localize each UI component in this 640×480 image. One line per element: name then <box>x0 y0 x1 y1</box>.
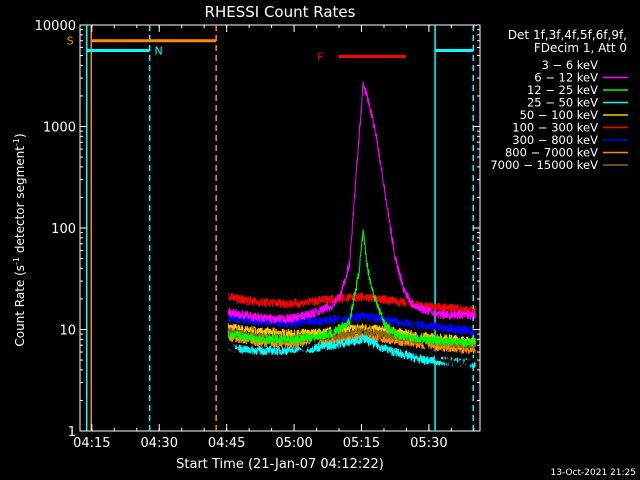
plot-border <box>79 24 481 432</box>
y-tick-label: 10 <box>59 324 76 339</box>
y-axis-label-sup2: -1 <box>12 138 21 146</box>
x-tick-label: 05:15 <box>343 436 380 451</box>
plot-area <box>79 24 481 432</box>
footer-date: 13-Oct-2021 21:25 <box>551 468 636 478</box>
legend-label: 50 − 100 keV <box>520 108 599 122</box>
series-layer <box>227 81 476 369</box>
series-line <box>227 133 476 369</box>
y-axis-label-end: ) <box>13 133 27 138</box>
x-axis-label: Start Time (21-Jan-07 04:12:22) <box>176 457 384 472</box>
x-tick-label: 05:30 <box>410 436 447 451</box>
legend: Det 1f,3f,4f,5f,6f,9f, FDecim 1, Att 0 3… <box>490 28 628 172</box>
y-axis-label-main: Count Rate (s <box>13 265 27 347</box>
legend-header-line2: FDecim 1, Att 0 <box>534 41 627 55</box>
legend-header-line1: Det 1f,3f,4f,5f,6f,9f, <box>508 28 627 42</box>
y-tick-label: 1000 <box>43 121 76 136</box>
x-tick-label: 04:30 <box>141 436 178 451</box>
flag-label: S <box>67 35 74 48</box>
series-line <box>227 323 476 347</box>
legend-label: 7000 − 15000 keV <box>490 158 598 172</box>
chart-title: RHESSI Count Rates <box>205 3 356 21</box>
series-line <box>227 229 476 348</box>
legend-label: 3 − 6 keV <box>542 58 599 72</box>
y-tick-label: 1 <box>68 425 76 440</box>
legend-label: 100 − 300 keV <box>512 121 598 135</box>
y-axis: 1 10 100 1000 10000 <box>35 19 480 440</box>
x-tick-label: 04:15 <box>73 436 110 451</box>
y-tick-label: 100 <box>51 222 76 237</box>
series-line <box>227 81 476 324</box>
y-axis-label-mid: detector segment <box>13 146 27 257</box>
legend-label: 12 − 25 keV <box>527 83 598 97</box>
flag-label: N <box>155 45 163 58</box>
x-tick-label: 04:45 <box>208 436 245 451</box>
y-tick-label: 10000 <box>35 19 76 34</box>
y-axis-label-sup1: -1 <box>12 257 21 265</box>
x-tick-label: 05:00 <box>275 436 312 451</box>
y-axis-label: Count Rate (s-1 detector segment-1) <box>12 133 27 346</box>
legend-label: 25 − 50 keV <box>527 96 598 110</box>
flag-bars: S N F <box>67 35 474 63</box>
x-axis: 04:15 04:30 04:45 05:00 05:15 05:30 <box>73 25 475 451</box>
legend-label: 300 − 800 keV <box>512 133 598 147</box>
flag-label: F <box>317 50 323 63</box>
legend-label: 6 − 12 keV <box>534 71 598 85</box>
series-line <box>227 292 476 315</box>
legend-label: 800 − 7000 keV <box>505 146 598 160</box>
series-line <box>227 327 476 351</box>
series-line <box>227 333 476 368</box>
vertical-markers <box>85 25 475 431</box>
